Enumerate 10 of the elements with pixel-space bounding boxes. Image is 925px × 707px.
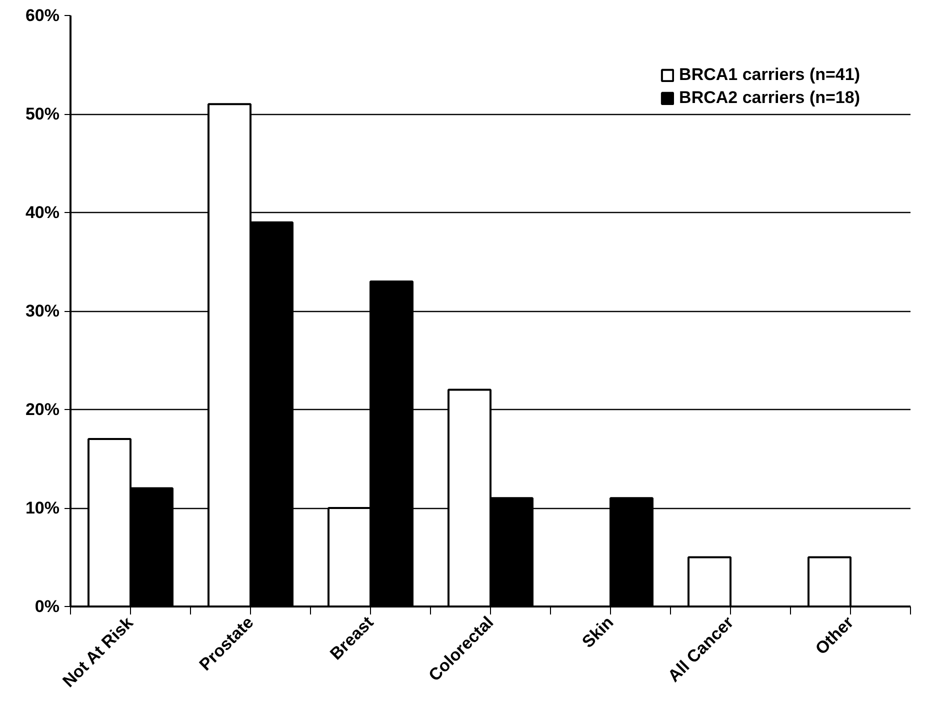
y-tick-label: 40% [25,203,60,222]
y-tick-label: 0% [34,597,60,616]
y-tick-label: 20% [25,400,60,419]
y-tick-label: 50% [25,104,60,124]
y-tick-label: 30% [25,302,60,320]
x-tick-label: Skin [578,612,618,652]
legend-label: BRCA1 carriers (n=41) [679,65,860,85]
y-tick-label: 60% [25,6,60,25]
y-tick-label: 10% [25,498,60,518]
legend-label: BRCA2 carriers (n=18) [679,88,860,108]
